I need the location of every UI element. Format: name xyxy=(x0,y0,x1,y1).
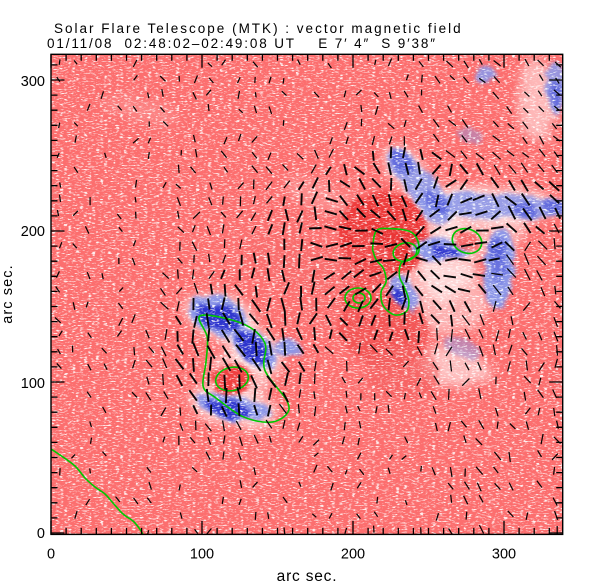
svg-text:300: 300 xyxy=(21,74,45,90)
svg-text:01/11/08 02:48:02–02:49:08 UT: 01/11/08 02:48:02–02:49:08 UT E 7′ 4″ S … xyxy=(47,36,437,51)
svg-text:200: 200 xyxy=(341,547,365,563)
svg-text:arc sec.: arc sec. xyxy=(0,264,16,324)
svg-text:300: 300 xyxy=(492,547,516,563)
svg-text:0: 0 xyxy=(47,547,55,563)
svg-text:100: 100 xyxy=(190,547,214,563)
svg-text:arc sec.: arc sec. xyxy=(277,568,338,585)
svg-text:Solar Flare Telescope (MTK) :: Solar Flare Telescope (MTK) : vector mag… xyxy=(54,21,463,36)
svg-text:0: 0 xyxy=(37,526,45,542)
svg-text:200: 200 xyxy=(21,224,45,240)
svg-text:100: 100 xyxy=(21,376,45,392)
